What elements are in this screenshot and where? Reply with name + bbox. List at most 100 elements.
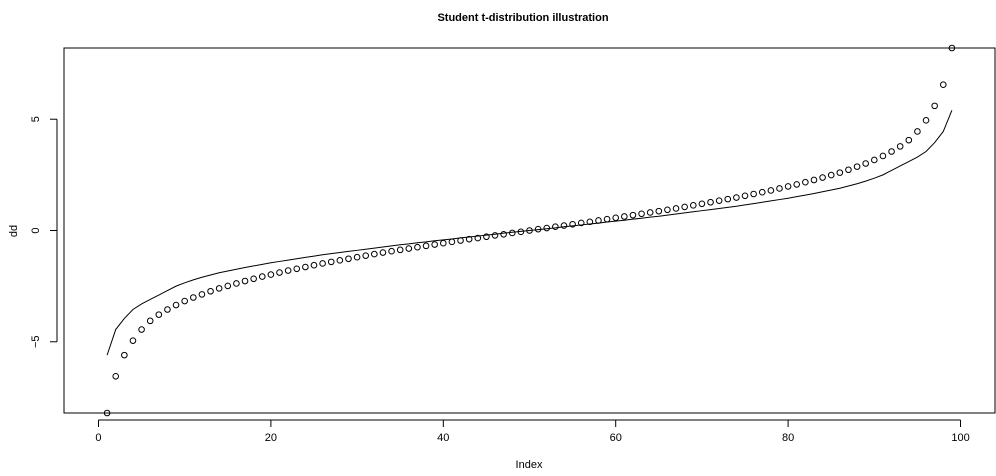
data-point: [267, 271, 275, 278]
data-point: [698, 200, 706, 208]
data-point: [121, 351, 128, 359]
x-tick-label: 80: [782, 432, 794, 444]
data-point: [422, 242, 430, 250]
data-point: [353, 253, 361, 261]
data-point: [758, 188, 766, 196]
data-point: [681, 203, 688, 211]
data-point: [836, 169, 844, 176]
data-point: [810, 176, 818, 184]
data-point: [431, 241, 438, 248]
data-point: [172, 301, 180, 309]
data-point: [224, 282, 232, 290]
x-axis-label: Index: [516, 459, 543, 471]
data-point: [293, 265, 301, 273]
data-point: [672, 205, 680, 212]
data-point: [612, 214, 620, 222]
data-point: [371, 250, 378, 258]
data-point: [707, 198, 714, 206]
data-point: [896, 143, 904, 150]
data-point: [621, 213, 628, 220]
data-point: [500, 230, 507, 238]
data-point: [310, 261, 318, 269]
data-point: [603, 215, 611, 223]
data-point: [181, 297, 188, 305]
data-point: [491, 232, 499, 239]
x-tick-label: 100: [951, 432, 969, 444]
data-point: [207, 287, 214, 295]
data-point: [138, 326, 145, 333]
data-point: [414, 243, 421, 251]
data-point: [241, 277, 249, 285]
data-point: [164, 306, 171, 313]
line-series: [106, 110, 953, 356]
data-point: [827, 171, 835, 179]
data-point: [552, 223, 559, 231]
data-point: [103, 409, 111, 417]
data-point: [215, 285, 223, 292]
x-axis: 0 20 40 60 80 100: [95, 419, 970, 444]
y-axis: −5 0 5: [30, 116, 58, 348]
data-point: [724, 195, 732, 203]
data-point: [802, 178, 809, 186]
data-point: [905, 136, 913, 144]
data-point: [939, 81, 947, 89]
data-point: [396, 246, 404, 254]
data-point: [362, 252, 370, 259]
data-point: [715, 197, 723, 204]
data-point: [931, 102, 938, 110]
chart-title: Student t-distribution illustration: [437, 12, 608, 24]
y-tick-label: 0: [30, 227, 42, 233]
data-point: [388, 247, 395, 255]
data-point: [560, 222, 568, 229]
data-point: [129, 337, 137, 344]
data-point: [664, 206, 671, 214]
data-point: [776, 185, 783, 192]
data-point: [948, 44, 956, 52]
data-point: [862, 160, 869, 167]
data-point: [543, 224, 551, 232]
data-point: [741, 192, 749, 200]
data-point: [689, 202, 697, 209]
point-series: [103, 44, 956, 417]
x-tick-label: 20: [265, 432, 277, 444]
data-point: [879, 152, 887, 160]
data-point: [526, 227, 533, 234]
data-point: [655, 207, 663, 215]
data-point: [646, 209, 654, 216]
plot-area-frame: [63, 47, 996, 414]
data-point: [405, 245, 413, 252]
data-point: [595, 217, 602, 224]
data-point: [871, 156, 878, 164]
x-tick-label: 40: [437, 432, 449, 444]
data-point: [198, 291, 206, 298]
data-point: [284, 267, 292, 274]
data-point: [112, 372, 120, 380]
data-point: [922, 117, 930, 124]
data-point: [465, 235, 473, 243]
data-point: [146, 317, 154, 325]
data-point: [319, 260, 326, 267]
data-point: [517, 228, 525, 236]
data-point: [569, 220, 576, 228]
data-point: [440, 239, 447, 247]
theoretical-line: [106, 110, 953, 356]
data-point: [629, 211, 637, 219]
data-point: [733, 194, 740, 201]
data-point: [474, 234, 482, 242]
data-point: [155, 311, 163, 318]
data-point: [914, 128, 921, 135]
y-tick-label: 5: [30, 116, 42, 122]
data-point: [638, 210, 645, 218]
data-point: [793, 181, 801, 188]
data-point: [534, 225, 542, 233]
data-point: [483, 233, 490, 241]
data-point: [577, 219, 585, 227]
x-tick-label: 60: [610, 432, 622, 444]
data-point: [233, 280, 240, 287]
data-point: [853, 163, 861, 170]
y-axis-label: dd: [8, 225, 20, 237]
data-point: [586, 218, 594, 226]
data-point: [258, 273, 266, 280]
data-point: [508, 229, 516, 237]
data-point: [448, 238, 456, 246]
